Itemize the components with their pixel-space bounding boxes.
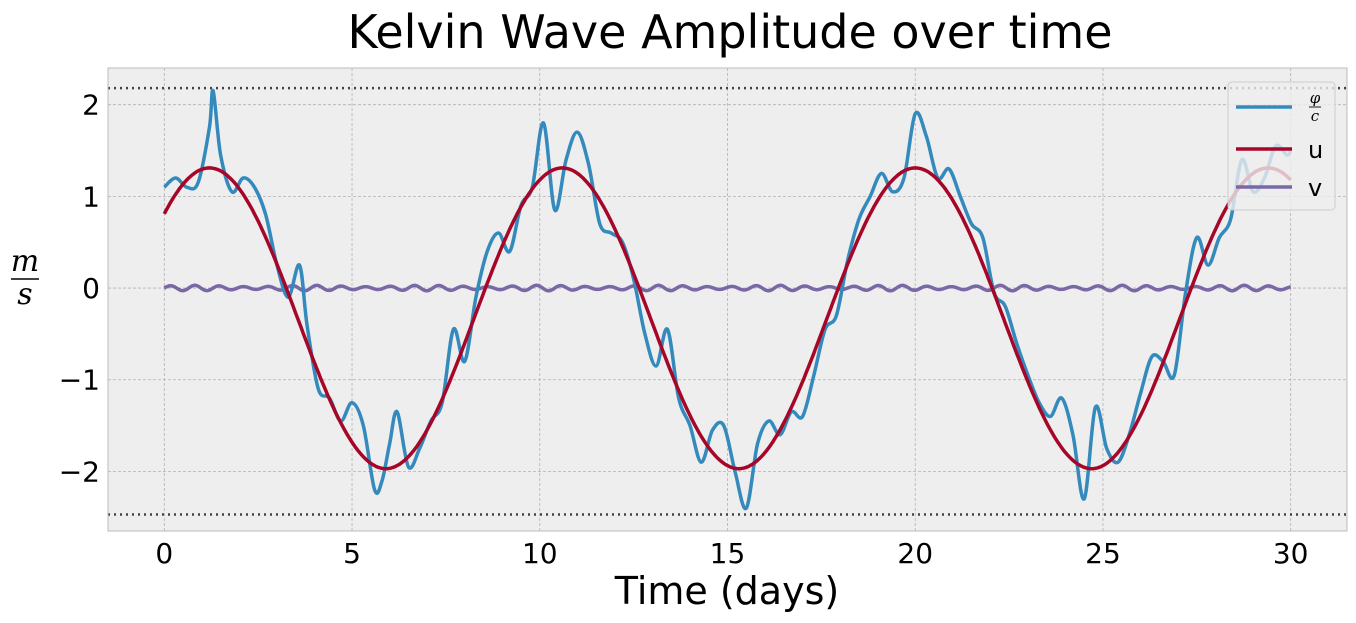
y-tick-label: 0 — [82, 272, 100, 305]
legend-label-phi-over-c: φ c — [1309, 89, 1321, 125]
series-line-v — [163, 283, 1292, 293]
legend: φ c u v — [1227, 81, 1336, 211]
y-tick-label: 1 — [82, 180, 100, 213]
x-tick-labels: 0 5 10 15 20 25 30 — [155, 537, 1308, 570]
x-tick-label: 5 — [343, 537, 361, 570]
x-tick-label: 0 — [155, 537, 173, 570]
y-axis-label: m s — [11, 244, 39, 312]
y-tick-label: −2 — [59, 455, 100, 488]
chart-title: Kelvin Wave Amplitude over time — [347, 5, 1112, 59]
x-tick-label: 25 — [1085, 537, 1121, 570]
x-tick-label: 10 — [522, 537, 558, 570]
series-line-phi-over-c — [163, 88, 1293, 511]
series-line-u — [162, 166, 1292, 471]
y-tick-label: 2 — [82, 89, 100, 122]
x-tick-label: 15 — [710, 537, 746, 570]
x-axis-label: Time (days) — [614, 569, 839, 613]
y-tick-label: −1 — [59, 364, 100, 397]
x-tick-label: 20 — [897, 537, 933, 570]
y-tick-labels: −2 −1 0 1 2 — [59, 89, 100, 489]
legend-box — [1227, 81, 1336, 211]
legend-label-phi-denominator: c — [1311, 107, 1320, 125]
legend-label-u: u — [1308, 136, 1323, 164]
y-axis-label-numerator: m — [11, 244, 39, 279]
y-axis-label-denominator: s — [17, 277, 32, 312]
legend-label-phi-numerator: φ — [1310, 89, 1321, 107]
x-tick-label: 30 — [1273, 537, 1309, 570]
series-layer — [162, 88, 1293, 511]
plot-frame — [107, 67, 1348, 532]
legend-label-v: v — [1308, 174, 1322, 202]
reference-lines — [108, 86, 1347, 516]
